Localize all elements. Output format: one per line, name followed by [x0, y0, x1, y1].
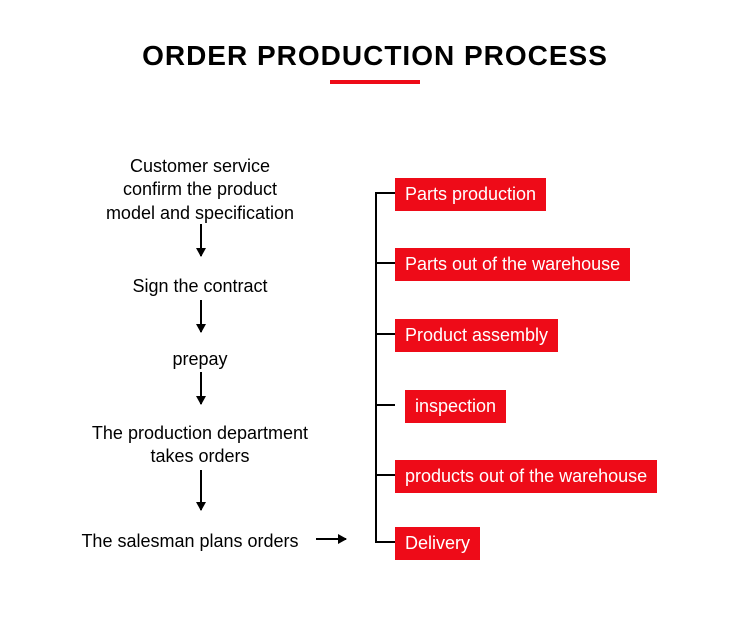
bracket-stub-4: [375, 474, 395, 476]
arrow-down-0: [200, 224, 202, 256]
step-1: Sign the contract: [100, 275, 300, 298]
bracket-stub-5: [375, 541, 395, 543]
red-box-0: Parts production: [395, 178, 546, 211]
bracket-vertical: [375, 192, 377, 541]
title-underline: [330, 80, 420, 84]
red-box-4: products out of the warehouse: [395, 460, 657, 493]
arrow-down-2: [200, 372, 202, 404]
arrow-right: [316, 538, 346, 540]
step-2: prepay: [140, 348, 260, 371]
page-title: ORDER PRODUCTION PROCESS: [0, 40, 750, 72]
step-0: Customer serviceconfirm the productmodel…: [80, 155, 320, 225]
bracket-stub-0: [375, 192, 395, 194]
step-4: The salesman plans orders: [50, 530, 330, 553]
red-box-3: inspection: [405, 390, 506, 423]
red-box-2: Product assembly: [395, 319, 558, 352]
red-box-5: Delivery: [395, 527, 480, 560]
red-box-1: Parts out of the warehouse: [395, 248, 630, 281]
arrow-down-1: [200, 300, 202, 332]
arrow-down-3: [200, 470, 202, 510]
bracket-stub-3: [375, 404, 395, 406]
step-3: The production departmenttakes orders: [70, 422, 330, 469]
bracket-stub-2: [375, 333, 395, 335]
bracket-stub-1: [375, 262, 395, 264]
